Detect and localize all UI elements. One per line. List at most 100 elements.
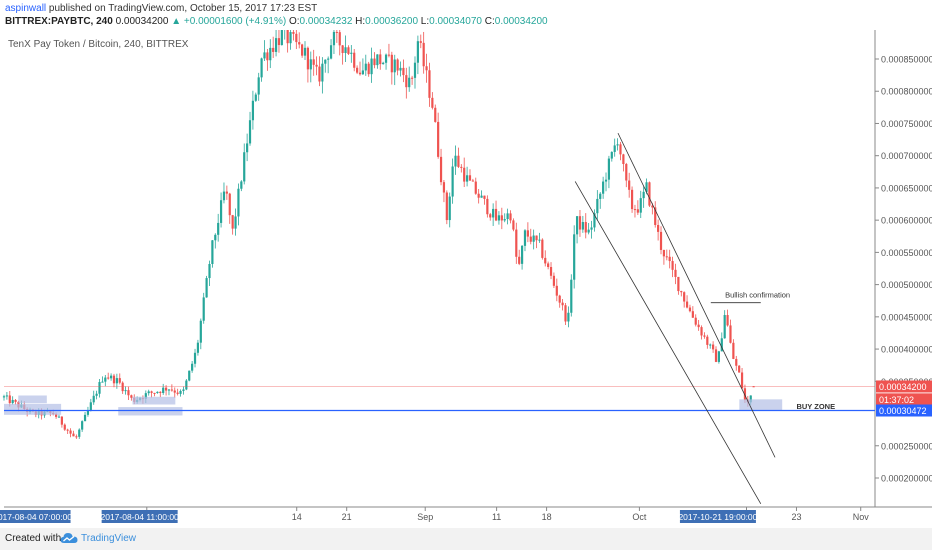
chart-area[interactable]: 0.000850000 0.000800000 0.000750000 0.00070…: [0, 14, 932, 525]
time-badge-label: 2017-10-21 19:00:00: [678, 512, 757, 522]
candle-body: [57, 416, 61, 418]
candle-body: [555, 285, 558, 296]
tradingview-brand[interactable]: TradingView: [81, 533, 137, 544]
channel-upper-line: [617, 132, 776, 458]
time-badge-label: 2017-08-04 11:00:00: [100, 512, 179, 522]
candle-body: [512, 220, 515, 230]
candle-body: [72, 433, 75, 437]
time-badge: [0, 510, 71, 523]
x-tick-label: 18: [542, 512, 552, 522]
candle-body: [121, 382, 124, 392]
buy-zone-rect: [739, 399, 783, 411]
candle-body: [416, 41, 419, 63]
candle-body: [564, 305, 567, 322]
candle-body: [370, 58, 373, 75]
candle-body: [486, 198, 489, 215]
publish-text: published on TradingView.com, October 15…: [48, 3, 318, 14]
price-change: ▲ +0.00001600 (+4.91%): [171, 16, 287, 27]
candle-body: [356, 67, 359, 73]
x-tick-label: Oct: [632, 512, 647, 522]
candle-body: [561, 302, 564, 306]
x-tick-label: 11: [492, 512, 501, 522]
candle-body: [700, 327, 703, 336]
candle-body: [657, 224, 660, 232]
candle-body: [541, 239, 544, 258]
candle-body: [217, 222, 220, 235]
candle-body: [509, 213, 512, 221]
candle-body: [92, 395, 95, 403]
candle-body: [260, 58, 263, 78]
candle-body: [205, 278, 208, 298]
candle-body: [558, 295, 561, 303]
candle-body: [706, 336, 709, 345]
time-badge: [679, 510, 756, 523]
candle-body: [419, 41, 422, 43]
candle-body: [303, 47, 307, 56]
candle-body: [153, 392, 156, 394]
y-tick-label: 0.000850000: [881, 55, 932, 65]
footer: Created with TradingView: [0, 528, 932, 550]
candle-body: [628, 180, 631, 190]
last-price: 0.00034200: [115, 16, 169, 27]
candle-body: [642, 191, 645, 199]
candle-body: [130, 395, 133, 398]
candle-body: [8, 395, 11, 404]
candle-body: [668, 256, 671, 262]
buy-zone-rect: [18, 395, 47, 404]
y-tick-label: 0.000450000: [881, 312, 932, 322]
price-chart[interactable]: 0.000850000 0.000800000 0.000750000 0.00070…: [0, 14, 932, 525]
candle-body: [182, 389, 185, 391]
candle-body: [648, 182, 651, 206]
y-tick-label: 0.000550000: [881, 248, 932, 258]
candle-body: [396, 59, 399, 71]
candle-body: [240, 181, 243, 189]
candle-body: [544, 257, 547, 264]
candle-body: [353, 52, 356, 68]
candle-body: [280, 28, 283, 46]
candle-body: [289, 32, 292, 44]
candle-body: [222, 191, 226, 201]
candle-body: [269, 47, 272, 61]
candle-body: [434, 107, 437, 122]
candle-body: [587, 229, 590, 233]
candle-body: [547, 263, 550, 267]
candle-body: [60, 416, 63, 425]
candle-body: [54, 414, 58, 417]
price-badge: [876, 380, 932, 393]
candle-body: [483, 195, 486, 199]
candle-body: [254, 94, 257, 101]
candle-body: [373, 58, 376, 66]
candle-body: [448, 196, 451, 221]
price-badge: [876, 404, 932, 417]
chart-header: aspinwall published on TradingView.com, …: [0, 0, 932, 30]
candle-body: [431, 97, 434, 108]
candle-body: [408, 77, 411, 88]
candle-body: [324, 59, 327, 64]
candle-body: [413, 62, 417, 78]
candle-body: [402, 67, 405, 76]
candle-body: [694, 317, 697, 325]
candle-body: [723, 315, 726, 339]
candle-body: [602, 181, 605, 194]
candle-body: [179, 390, 182, 394]
candle-body: [703, 335, 706, 337]
candle-body: [639, 198, 642, 213]
candle-body: [738, 365, 741, 373]
author-link[interactable]: aspinwall: [5, 3, 47, 14]
candle-body: [714, 349, 718, 362]
candle-body: [732, 342, 735, 359]
candle-body: [338, 32, 341, 46]
candle-body: [593, 213, 596, 228]
candle-body: [712, 344, 715, 350]
candle-body: [465, 175, 469, 182]
x-tick-label: Sep: [417, 512, 433, 522]
candle-body: [494, 208, 498, 221]
high-label: H:: [355, 16, 366, 27]
candle-body: [164, 387, 168, 391]
candle-body: [729, 325, 732, 343]
candle-body: [170, 389, 173, 391]
y-tick-label: 0.000600000: [881, 216, 932, 226]
candle-body: [619, 144, 622, 155]
candle-body: [752, 386, 755, 388]
price-badge: [876, 393, 932, 406]
